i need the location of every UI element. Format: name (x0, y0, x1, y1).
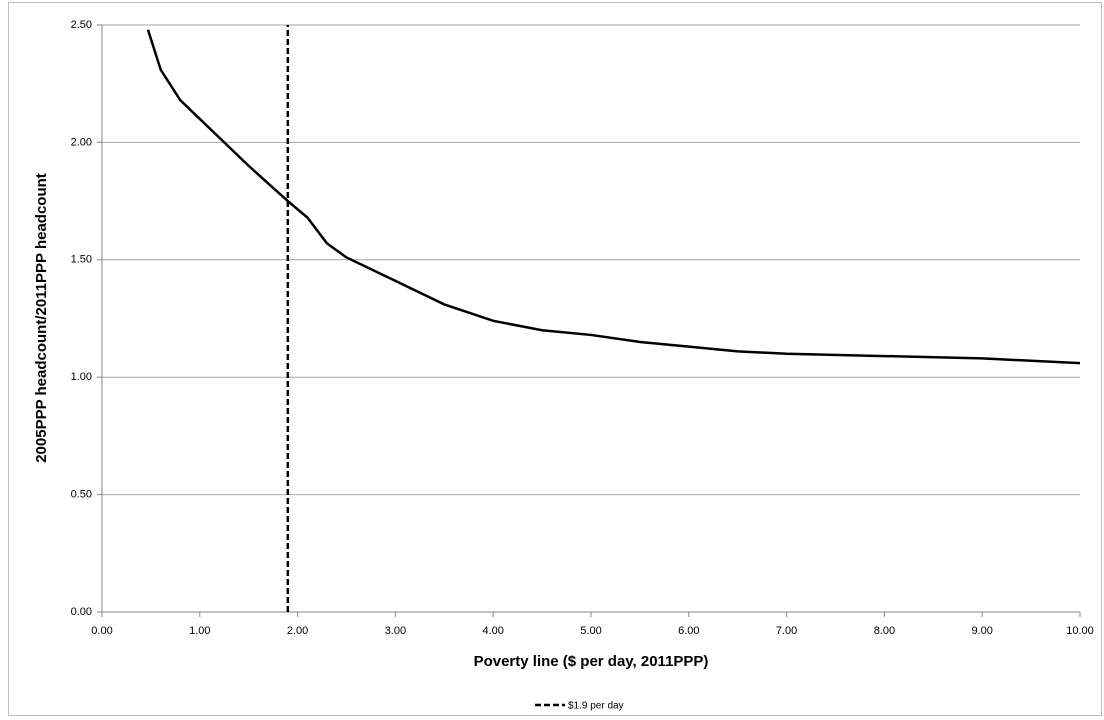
y-tick-label: 1.00 (71, 371, 92, 383)
x-tick-label: 6.00 (678, 625, 699, 637)
x-tick-label: 4.00 (482, 625, 503, 637)
x-tick-label: 9.00 (971, 625, 992, 637)
y-tick-label: 2.50 (71, 19, 92, 31)
y-tick-label: 2.00 (71, 136, 92, 148)
x-tick-label: 1.00 (189, 625, 210, 637)
x-tick-label: 3.00 (385, 625, 406, 637)
y-axis-title: 2005PPP headcount/2011PPP headcount (33, 173, 50, 463)
legend-label: $1.9 per day (568, 701, 624, 712)
y-tick-label: 1.50 (71, 254, 92, 266)
x-axis-title: Poverty line ($ per day, 2011PPP) (474, 653, 709, 670)
x-tick-label: 8.00 (874, 625, 895, 637)
x-tick-label: 2.00 (287, 625, 308, 637)
y-tick-label: 0.50 (71, 489, 92, 501)
x-tick-label: 5.00 (580, 625, 601, 637)
y-tick-label: 0.00 (71, 606, 92, 618)
x-tick-label: 7.00 (776, 625, 797, 637)
chart-border (8, 2, 1102, 716)
data-line (146, 29, 1081, 365)
x-tick-label: 10.00 (1066, 625, 1094, 637)
x-tick-label: 0.00 (91, 625, 112, 637)
